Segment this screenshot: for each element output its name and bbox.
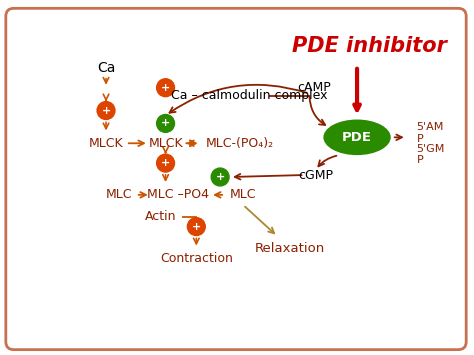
Text: Relaxation: Relaxation: [255, 242, 325, 255]
Text: MLCK: MLCK: [89, 137, 123, 150]
Circle shape: [156, 115, 174, 132]
Text: 5'GM: 5'GM: [417, 144, 445, 154]
Text: Actin: Actin: [145, 210, 176, 223]
Text: cGMP: cGMP: [298, 169, 333, 181]
Text: MLC-(PO₄)₂: MLC-(PO₄)₂: [206, 137, 274, 150]
Text: +: +: [191, 222, 201, 231]
Circle shape: [156, 79, 174, 97]
Text: +: +: [216, 172, 225, 182]
Text: +: +: [161, 119, 170, 129]
Text: Ca – calmodulin complex: Ca – calmodulin complex: [171, 89, 327, 102]
Text: +: +: [161, 83, 170, 93]
Text: PDE inhibitor: PDE inhibitor: [292, 36, 447, 56]
Ellipse shape: [322, 119, 392, 156]
Text: P: P: [417, 134, 423, 144]
Circle shape: [187, 218, 205, 235]
Text: MLCK: MLCK: [148, 137, 183, 150]
Circle shape: [97, 102, 115, 120]
Text: cAMP: cAMP: [298, 81, 331, 94]
Text: Contraction: Contraction: [160, 252, 233, 265]
Text: MLC: MLC: [230, 189, 256, 201]
FancyBboxPatch shape: [6, 8, 466, 350]
Text: MLC –PO4: MLC –PO4: [147, 189, 210, 201]
Text: MLC: MLC: [106, 189, 132, 201]
Circle shape: [211, 168, 229, 186]
Circle shape: [156, 154, 174, 172]
Text: +: +: [161, 158, 170, 168]
Text: Ca: Ca: [97, 61, 115, 75]
Text: P: P: [417, 155, 423, 165]
Text: +: +: [101, 105, 110, 115]
Text: PDE: PDE: [342, 131, 372, 144]
Text: 5'AM: 5'AM: [417, 122, 444, 132]
